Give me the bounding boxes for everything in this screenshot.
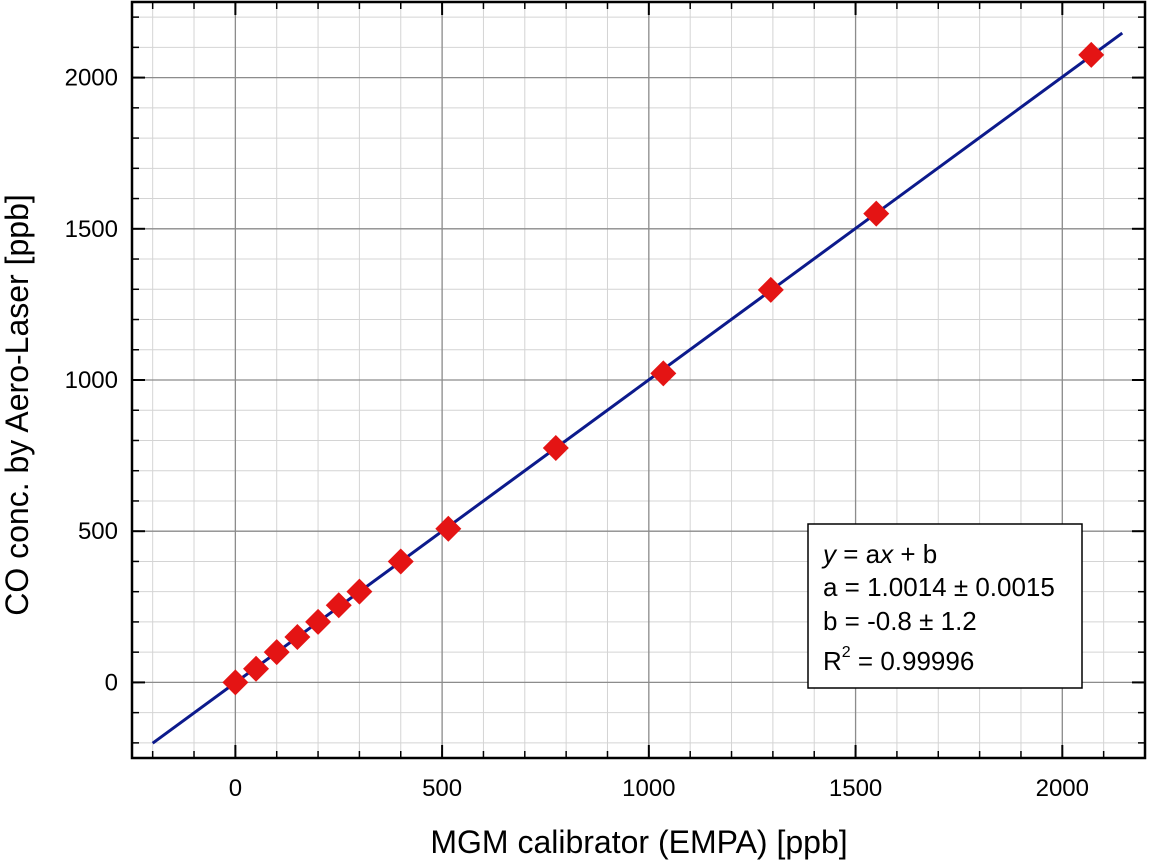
- data-point: [284, 624, 311, 651]
- major-grid: [132, 2, 1145, 758]
- fit-equation-y: y: [821, 539, 838, 569]
- data-point: [387, 548, 414, 575]
- y-tick-label: 1500: [65, 216, 118, 243]
- fit-annotation-box: y = ax + b a = 1.0014 ± 0.0015 b = -0.8 …: [807, 523, 1083, 689]
- fit-intercept: b = -0.8 ± 1.2: [823, 606, 977, 636]
- axis-ticks: [132, 2, 1146, 758]
- fit-annotation-frame: [807, 523, 1083, 689]
- data-point: [863, 200, 890, 227]
- data-point: [263, 639, 290, 666]
- data-point: [346, 578, 373, 605]
- tick-labels: 0 500 1000 1500 2000 0 500 1000 1500 2000: [65, 65, 1089, 802]
- fit-r-squared: R2 = 0.99996: [823, 644, 974, 676]
- fit-r-squared-prefix: R: [823, 646, 842, 676]
- data-point: [757, 276, 784, 303]
- data-point: [243, 655, 270, 682]
- fit-slope: a = 1.0014 ± 0.0015: [823, 572, 1055, 602]
- x-tick-label: 1000: [622, 775, 675, 802]
- x-tick-label: 500: [422, 775, 462, 802]
- fit-equation-end: + b: [893, 539, 937, 569]
- fit-r-squared-sup: 2: [842, 644, 851, 661]
- x-tick-label: 2000: [1036, 775, 1089, 802]
- data-point: [542, 435, 569, 462]
- data-point: [650, 360, 677, 387]
- y-tick-label: 500: [78, 518, 118, 545]
- data-point: [1078, 41, 1105, 68]
- x-tick-label: 0: [229, 775, 242, 802]
- x-tick-label: 1500: [829, 775, 882, 802]
- y-tick-label: 2000: [65, 65, 118, 92]
- data-point: [435, 515, 462, 542]
- data-points: [222, 41, 1105, 696]
- x-axis-title: MGM calibrator (EMPA) [ppb]: [430, 824, 847, 860]
- y-tick-label: 0: [105, 669, 118, 696]
- fit-equation-mid: = a: [836, 539, 881, 569]
- fit-equation: y = ax + b: [821, 539, 937, 569]
- data-point: [325, 592, 352, 619]
- data-point: [222, 669, 249, 696]
- fit-equation-x: x: [878, 539, 894, 569]
- fit-r-squared-value: = 0.99996: [851, 646, 975, 676]
- y-axis-title: CO conc. by Aero-Laser [ppb]: [0, 194, 35, 616]
- y-tick-label: 1000: [65, 367, 118, 394]
- data-point: [305, 608, 332, 635]
